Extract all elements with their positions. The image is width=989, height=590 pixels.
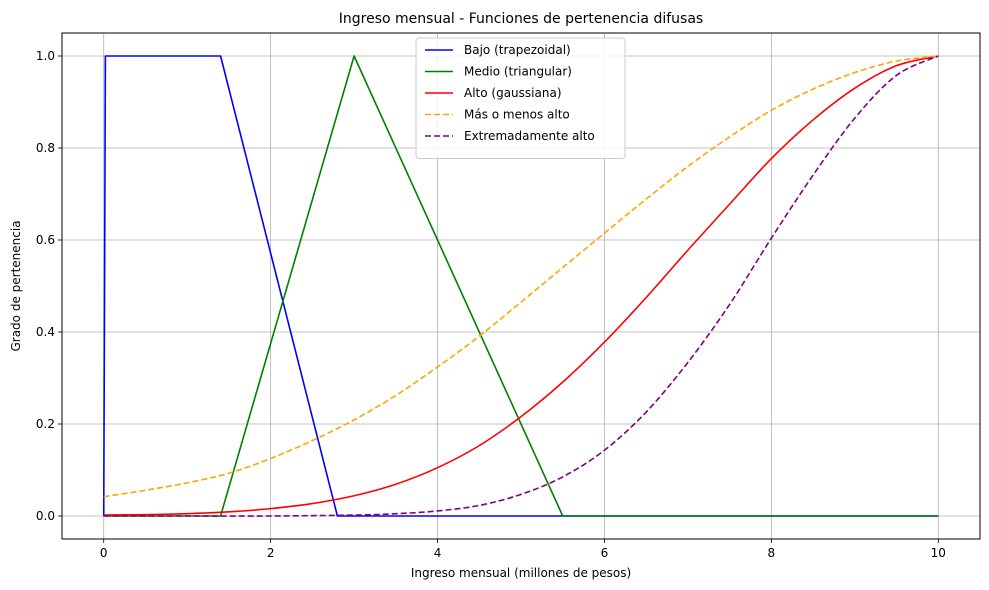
- legend-label-extremadamente-alto: Extremadamente alto: [464, 129, 595, 143]
- y-tick-label: 0.2: [36, 417, 55, 431]
- legend-label-bajo-trapezoidal: Bajo (trapezoidal): [464, 43, 571, 57]
- x-tick-label: 4: [434, 546, 442, 560]
- y-tick-label: 1.0: [36, 49, 55, 63]
- y-tick-label: 0.0: [36, 509, 55, 523]
- series-line-extremadamente-alto: [103, 55, 939, 517]
- plot-frame: [61, 32, 981, 540]
- x-tick-label: 10: [931, 546, 946, 560]
- x-tick-label: 8: [768, 546, 776, 560]
- legend-label-mas-o-menos-alto: Más o menos alto: [464, 108, 570, 122]
- x-tick-label: 2: [267, 546, 275, 560]
- series-line-alto-gaussiana: [103, 55, 939, 516]
- y-axis-label: Grado de pertenencia: [9, 220, 23, 351]
- y-tick-label: 0.4: [36, 325, 55, 339]
- x-tick-label: 0: [100, 546, 108, 560]
- series-line-mas-o-menos-alto: [103, 55, 939, 498]
- series-line-bajo-trapezoidal: [102, 55, 939, 517]
- tick-layer: 0 2 4 6 8 10 0.0 0.2 0.4 0.6 0.8 1.0: [36, 49, 946, 560]
- y-tick-label: 0.6: [36, 233, 55, 247]
- y-tick-label: 0.8: [36, 141, 55, 155]
- x-axis-label: Ingreso mensual (millones de pesos): [411, 566, 631, 580]
- chart-title: Ingreso mensual - Funciones de pertenenc…: [339, 11, 703, 27]
- legend-label-alto-gaussiana: Alto (gaussiana): [464, 86, 562, 100]
- legend-box: [415, 37, 626, 159]
- series-layer: [102, 55, 939, 517]
- legend-label-medio-triangular: Medio (triangular): [464, 65, 572, 79]
- x-tick-label: 6: [601, 546, 609, 560]
- legend: Bajo (trapezoidal) Medio (triangular) Alto…: [415, 37, 626, 159]
